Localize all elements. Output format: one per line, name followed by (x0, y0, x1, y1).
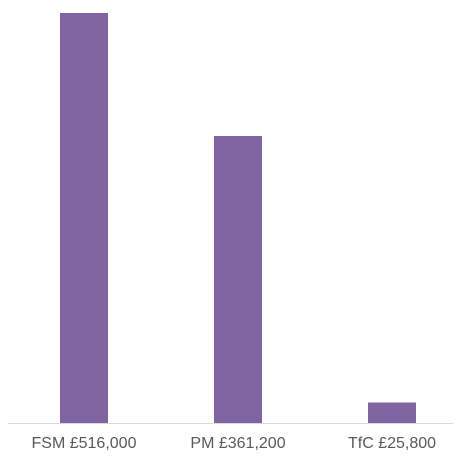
bar (60, 13, 108, 423)
x-tick-label: FSM £516,000 (32, 435, 137, 452)
x-tick-label: TfC £25,800 (348, 435, 436, 452)
bar (214, 136, 262, 423)
x-tick-label: PM £361,200 (190, 435, 285, 452)
bar (368, 402, 416, 423)
